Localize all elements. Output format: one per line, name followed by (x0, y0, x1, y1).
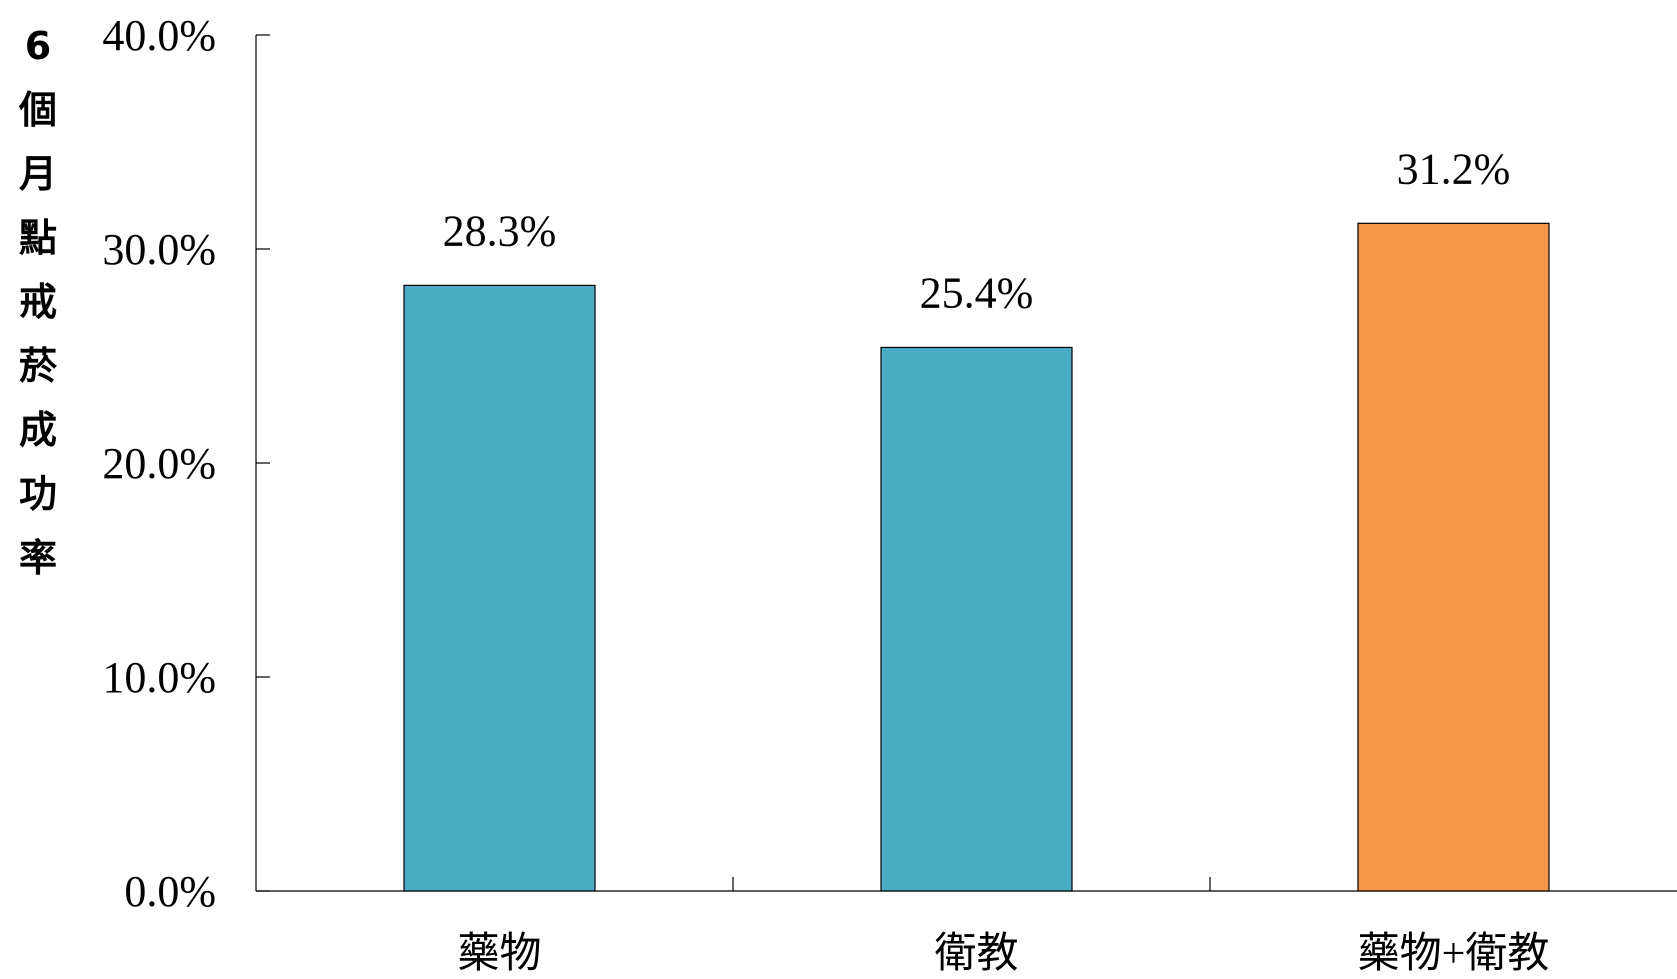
y-axis-label-char: 點 (18, 216, 57, 260)
y-axis-label-char: 率 (18, 536, 57, 580)
y-tick-label: 0.0% (124, 867, 216, 916)
y-axis-label-char: 戒 (18, 280, 57, 324)
y-axis-label-char: 6 (24, 24, 52, 68)
y-tick-label: 10.0% (102, 653, 216, 702)
y-axis-label-char: 功 (18, 472, 57, 516)
y-axis-label-char: 個 (18, 88, 57, 132)
x-category-label: 藥物+衛教 (1358, 931, 1550, 974)
y-axis-label-char: 月 (18, 152, 57, 196)
data-label: 25.4% (920, 268, 1034, 317)
data-label: 28.3% (443, 206, 557, 255)
y-axis-label-char: 成 (18, 408, 57, 452)
y-tick-label: 20.0% (102, 439, 216, 488)
bar-3 (1357, 222, 1550, 892)
x-category-label: 藥物 (457, 931, 541, 974)
bar-2 (880, 346, 1073, 892)
bar-1 (403, 284, 596, 892)
y-tick-label: 40.0% (102, 11, 216, 60)
data-label: 31.2% (1397, 144, 1511, 193)
y-tick-label: 30.0% (102, 225, 216, 274)
x-category-label: 衛教 (934, 931, 1018, 974)
y-axis-label: 6 個月點戒菸成功率 (8, 14, 68, 590)
y-axis-label-char: 菸 (18, 344, 57, 388)
